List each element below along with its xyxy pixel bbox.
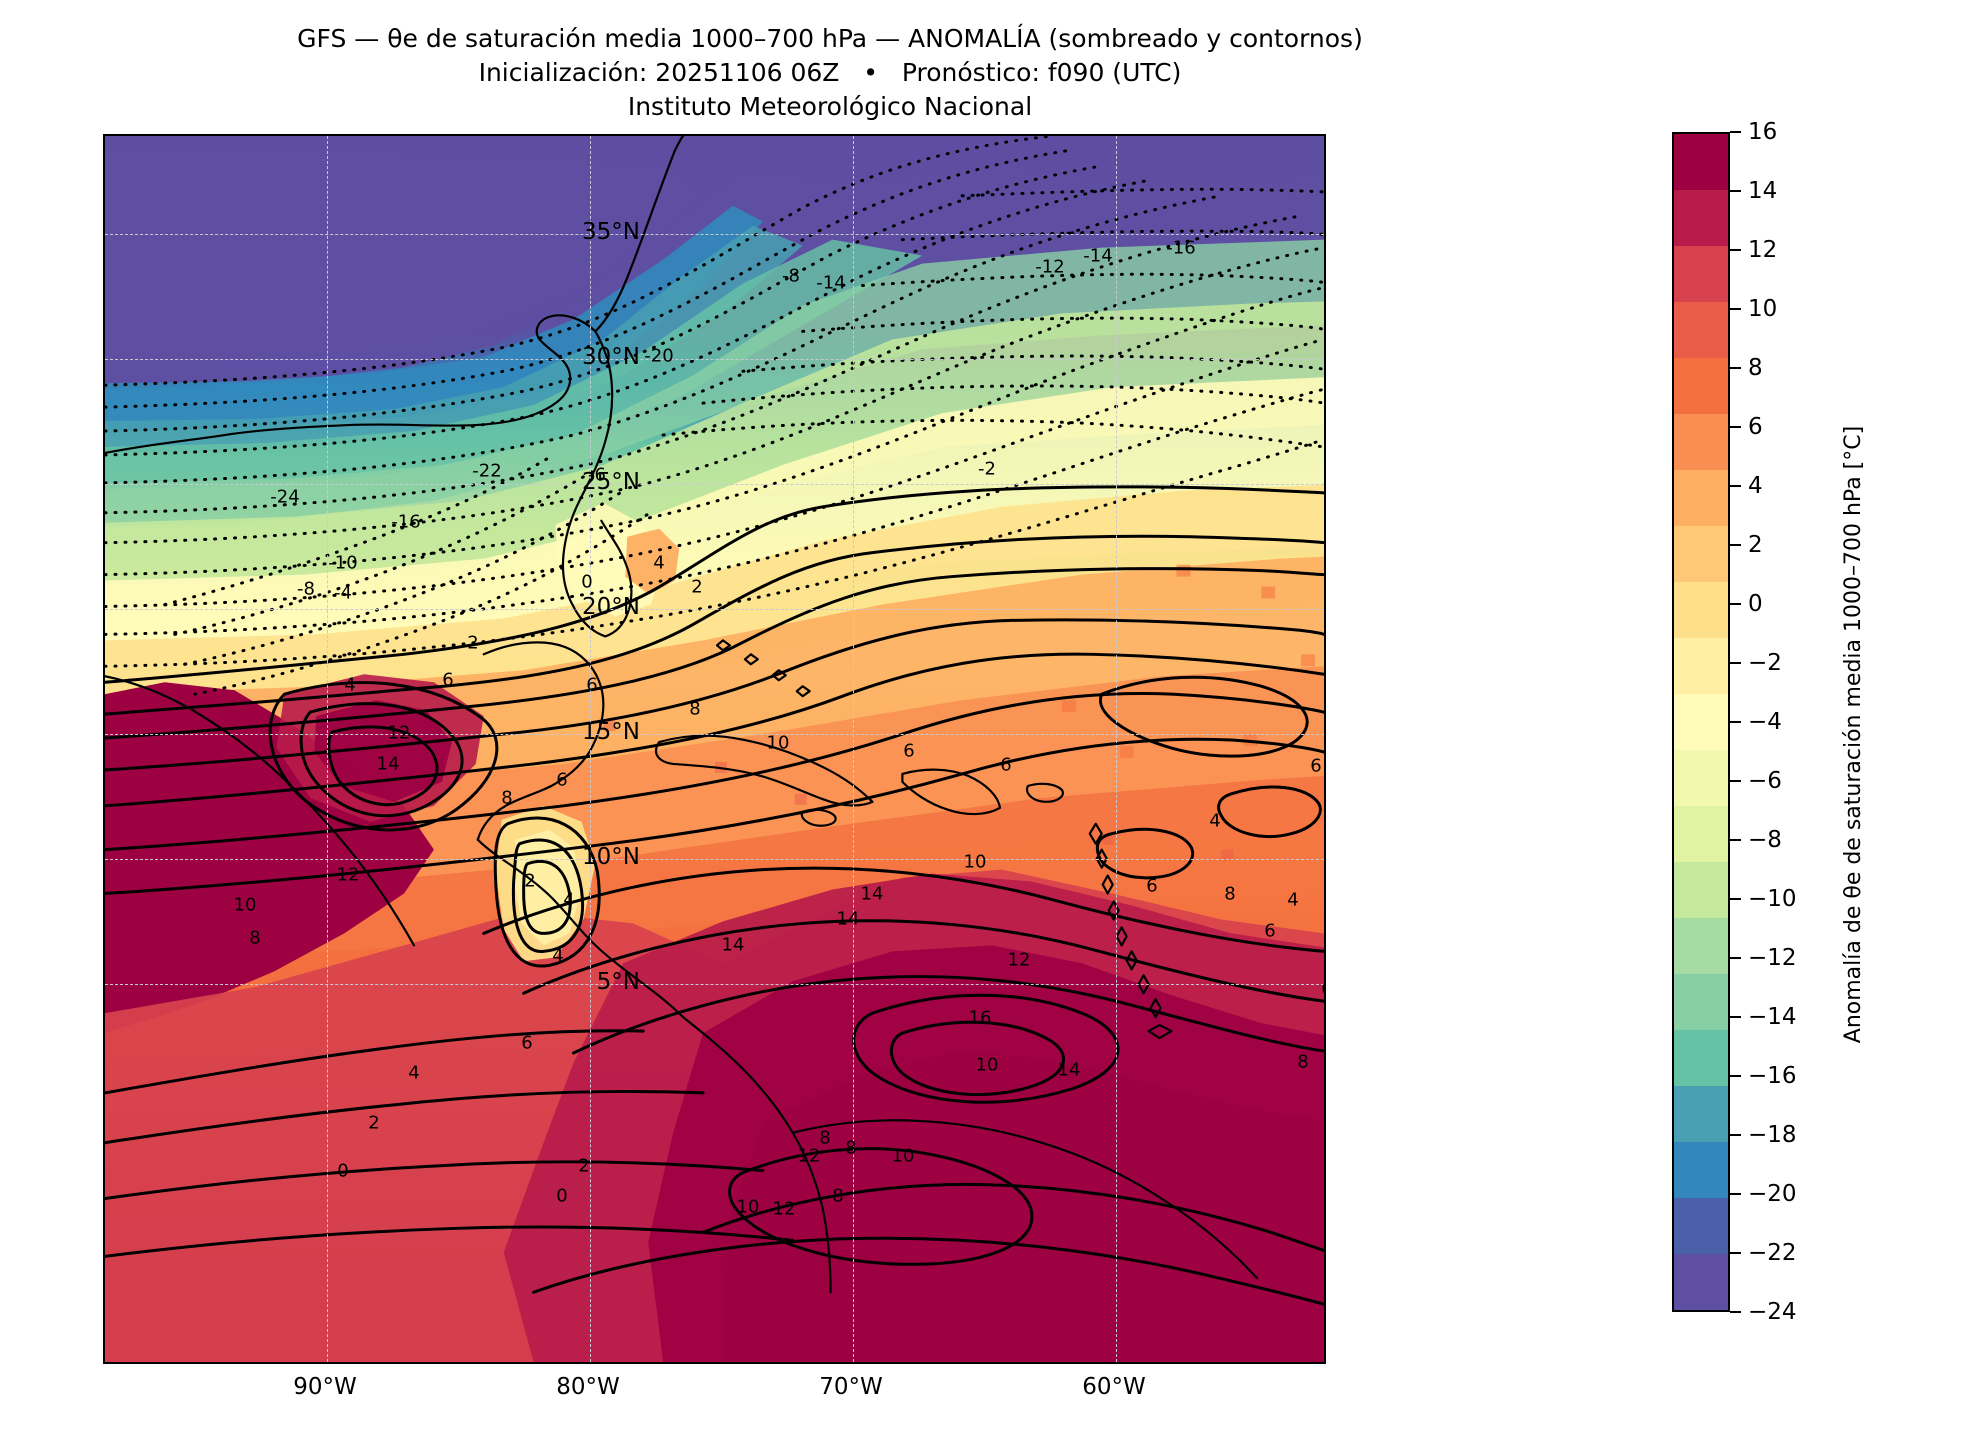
colorbar-tick-label: 12 (1748, 237, 1778, 263)
colorbar-tick (1730, 131, 1741, 133)
colorbar-segment (1674, 582, 1728, 638)
colorbar-tick (1730, 544, 1741, 546)
colorbar-tick-label: −8 (1748, 827, 1782, 853)
colorbar-tick (1730, 1075, 1741, 1077)
colorbar-segment (1674, 1086, 1728, 1142)
title-line-3: Instituto Meteorológico Nacional (627, 92, 1033, 121)
gridline-lat-30n (105, 359, 1324, 360)
colorbar-segment (1674, 1030, 1728, 1086)
map-axes (103, 134, 1326, 1364)
y-tick-label-25n: 25°N (582, 469, 640, 495)
y-tick-label-35n: 35°N (582, 219, 640, 245)
colorbar-tick-label: 10 (1748, 296, 1778, 322)
colorbar-tick (1730, 308, 1741, 310)
colorbar-tick-label: 6 (1748, 414, 1763, 440)
colorbar-tick (1730, 1252, 1741, 1254)
gridline-lon-70w (853, 136, 854, 1362)
colorbar-tick (1730, 426, 1741, 428)
colorbar-tick (1730, 1134, 1741, 1136)
colorbar-segment (1674, 526, 1728, 582)
colorbar-segment (1674, 470, 1728, 526)
colorbar-tick (1730, 1311, 1741, 1313)
colorbar-tick-label: −14 (1748, 1004, 1797, 1030)
y-tick-label-30n: 30°N (582, 344, 640, 370)
title-line-1: GFS — θe de saturación media 1000–700 hP… (297, 24, 1363, 53)
gridline-lat-15n (105, 734, 1324, 735)
colorbar-segment (1674, 302, 1728, 358)
colorbar-tick (1730, 367, 1741, 369)
gridline-lat-10n (105, 859, 1324, 860)
colorbar-tick-label: 14 (1748, 178, 1778, 204)
colorbar-segment (1674, 750, 1728, 806)
colorbar-tick (1730, 249, 1741, 251)
colorbar-tick (1730, 1193, 1741, 1195)
x-tick-label-60w: 60°W (1082, 1374, 1146, 1400)
colorbar-tick (1730, 957, 1741, 959)
gridline-lon-90w (327, 136, 328, 1362)
colorbar-segment (1674, 862, 1728, 918)
colorbar-tick-label: −18 (1748, 1122, 1797, 1148)
gridline-lat-35n (105, 234, 1324, 235)
colorbar-tick-label: 4 (1748, 473, 1763, 499)
colorbar-segment (1674, 134, 1728, 190)
colorbar (1672, 132, 1730, 1312)
colorbar-tick (1730, 662, 1741, 664)
colorbar-segment (1674, 1198, 1728, 1254)
title-line-2: Inicialización: 20251106 06Z • Pronóstic… (478, 58, 1182, 87)
colorbar-tick (1730, 485, 1741, 487)
colorbar-tick (1730, 721, 1741, 723)
colorbar-tick-label: 8 (1748, 355, 1763, 381)
map-canvas (105, 136, 1324, 1362)
colorbar-tick (1730, 780, 1741, 782)
colorbar-tick-label: −20 (1748, 1181, 1797, 1207)
colorbar-tick (1730, 603, 1741, 605)
colorbar-segment (1674, 246, 1728, 302)
x-tick-label-90w: 90°W (293, 1374, 357, 1400)
colorbar-segment (1674, 694, 1728, 750)
colorbar-segment (1674, 1142, 1728, 1198)
colorbar-axis-label: Anomalía de θe de saturación media 1000–… (1841, 425, 1866, 1044)
colorbar-tick-label: −6 (1748, 768, 1782, 794)
gridline-lat-20n (105, 609, 1324, 610)
colorbar-tick-label: 16 (1748, 119, 1778, 145)
colorbar-segment (1674, 918, 1728, 974)
x-tick-label-80w: 80°W (556, 1374, 620, 1400)
colorbar-tick-label: −2 (1748, 650, 1782, 676)
colorbar-segment (1674, 638, 1728, 694)
colorbar-segment (1674, 414, 1728, 470)
colorbar-segment (1674, 1254, 1728, 1310)
colorbar-tick-label: −4 (1748, 709, 1782, 735)
colorbar-segment (1674, 806, 1728, 862)
colorbar-tick (1730, 839, 1741, 841)
x-tick-label-70w: 70°W (819, 1374, 883, 1400)
colorbar-tick-label: −22 (1748, 1240, 1797, 1266)
colorbar-tick-label: −24 (1748, 1299, 1797, 1325)
gridline-lat-25n (105, 484, 1324, 485)
y-tick-label-5n: 5°N (596, 969, 640, 995)
colorbar-tick-layer: 16 14 12 10 8 6 4 2 0 −2 −4 −6 −8 −10 −12 −14 −16 −18 −20 −… (1730, 119, 1930, 1325)
chart-title-block: GFS — θe de saturación media 1000–700 hP… (0, 22, 1660, 124)
colorbar-tick-label: 0 (1748, 591, 1763, 617)
y-tick-label-10n: 10°N (582, 844, 640, 870)
colorbar-tick (1730, 190, 1741, 192)
y-tick-label-15n: 15°N (582, 719, 640, 745)
colorbar-segment (1674, 974, 1728, 1030)
colorbar-tick-label: −10 (1748, 886, 1797, 912)
colorbar-tick-label: 2 (1748, 532, 1763, 558)
gridline-lon-60w (1116, 136, 1117, 1362)
colorbar-tick (1730, 898, 1741, 900)
colorbar-tick (1730, 1016, 1741, 1018)
anomaly-field-svg (105, 136, 1324, 1362)
gridline-lon-80w (590, 136, 591, 1362)
colorbar-segment (1674, 358, 1728, 414)
colorbar-tick-label: −16 (1748, 1063, 1797, 1089)
y-tick-label-20n: 20°N (582, 594, 640, 620)
colorbar-tick-label: −12 (1748, 945, 1797, 971)
colorbar-segment (1674, 190, 1728, 246)
gridline-lat-5n (105, 984, 1324, 985)
